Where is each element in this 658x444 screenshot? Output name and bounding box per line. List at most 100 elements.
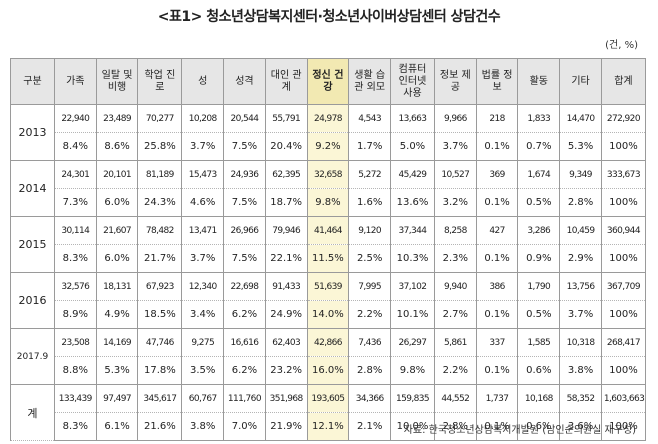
percent-cell: 0.6% — [517, 356, 561, 385]
count-cell: 26,966 — [223, 216, 266, 245]
count-cell: 42,866 — [306, 328, 350, 357]
count-cell: 30,114 — [53, 216, 97, 245]
percent-cell: 20.4% — [264, 132, 308, 161]
count-cell: 9,120 — [348, 216, 392, 245]
count-cell: 133,439 — [53, 384, 97, 413]
percent-cell: 25.8% — [137, 132, 183, 161]
column-header: 일탈 및 비행 — [95, 58, 139, 105]
column-header: 정보 제공 — [433, 58, 477, 105]
count-cell: 37,344 — [390, 216, 435, 245]
percent-cell: 12.1% — [306, 412, 350, 441]
count-cell: 9,349 — [559, 160, 602, 189]
count-cell: 23,489 — [95, 104, 139, 133]
count-cell: 10,168 — [517, 384, 561, 413]
count-cell: 9,275 — [181, 328, 225, 357]
row-year-label: 2013 — [10, 104, 55, 161]
percent-cell: 0.1% — [475, 132, 519, 161]
percent-cell: 10.1% — [390, 300, 435, 329]
percent-cell: 7.3% — [53, 188, 97, 217]
count-cell: 13,663 — [390, 104, 435, 133]
percent-cell: 8.8% — [53, 356, 97, 385]
percent-cell: 0.1% — [475, 412, 519, 441]
count-cell: 78,482 — [137, 216, 183, 245]
percent-cell: 100% — [600, 412, 647, 441]
table-row-counts: 2013 22,940 23,489 70,277 10,208 20,544 55,791… — [10, 104, 647, 161]
percent-cell: 22.1% — [264, 244, 308, 273]
percent-cell: 100% — [600, 132, 647, 161]
percent-cell: 0.9% — [517, 244, 561, 273]
count-cell: 351,968 — [264, 384, 308, 413]
count-cell: 1,790 — [517, 272, 561, 301]
count-cell: 32,658 — [306, 160, 350, 189]
count-cell: 20,544 — [223, 104, 266, 133]
header-row: 구분 가족 일탈 및 비행 학업 진로 성 성격 대인 관계 정신 건강 생활 습관 외모 컴퓨터… — [10, 58, 647, 105]
percent-cell: 10.3% — [390, 244, 435, 273]
table-row-percents: 7.3% 6.0% 24.3% 4.6% 7.5% 18.7% 9.8% 1.6% 13.6% 3… — [11, 188, 647, 217]
percent-cell: 0.1% — [475, 300, 519, 329]
count-cell: 20,101 — [95, 160, 139, 189]
percent-cell: 6.1% — [95, 412, 139, 441]
percent-cell: 3.4% — [181, 300, 225, 329]
percent-cell: 5.0% — [390, 132, 435, 161]
percent-cell: 3.8% — [559, 356, 602, 385]
count-cell: 24,936 — [223, 160, 266, 189]
column-header: 법률 정보 — [475, 58, 519, 105]
count-cell: 22,698 — [223, 272, 266, 301]
count-cell: 37,102 — [390, 272, 435, 301]
percent-cell: 24.9% — [264, 300, 308, 329]
percent-cell: 8.4% — [53, 132, 97, 161]
column-header: 정신 건강 — [306, 58, 350, 105]
percent-cell: 17.8% — [137, 356, 183, 385]
count-cell: 369 — [475, 160, 519, 189]
count-cell: 14,169 — [95, 328, 139, 357]
percent-cell: 4.9% — [95, 300, 139, 329]
percent-cell: 1.7% — [348, 132, 392, 161]
count-cell: 111,760 — [223, 384, 266, 413]
percent-cell: 100% — [600, 356, 647, 385]
table-row-percents: 8.3% 6.1% 21.6% 3.8% 7.0% 21.9% 12.1% 2.1% 10.0%… — [11, 412, 647, 441]
count-cell: 62,403 — [264, 328, 308, 357]
count-cell: 23,508 — [53, 328, 97, 357]
row-year-label: 2016 — [10, 272, 55, 329]
column-header: 컴퓨터 인터넷 사용 — [390, 58, 435, 105]
percent-cell: 8.9% — [53, 300, 97, 329]
count-cell: 3,286 — [517, 216, 561, 245]
count-cell: 55,791 — [264, 104, 308, 133]
count-cell: 32,576 — [53, 272, 97, 301]
count-cell: 7,436 — [348, 328, 392, 357]
percent-cell: 7.0% — [223, 412, 266, 441]
table-row-percents: 8.8% 5.3% 17.8% 3.5% 6.2% 23.2% 16.0% 2.8% 9.8% 2… — [11, 356, 647, 385]
count-cell: 159,835 — [390, 384, 435, 413]
percent-cell: 3.7% — [559, 300, 602, 329]
percent-cell: 0.6% — [517, 412, 561, 441]
table-title: <표1> 청소년상담복지센터·청소년사이버상담센터 상담건수 — [157, 9, 501, 25]
count-cell: 62,395 — [264, 160, 308, 189]
percent-cell: 100% — [600, 300, 647, 329]
count-cell: 15,473 — [181, 160, 225, 189]
table-row-percents: 8.9% 4.9% 18.5% 3.4% 6.2% 24.9% 14.0% 2.2% 10.1%… — [11, 300, 647, 329]
count-cell: 24,301 — [53, 160, 97, 189]
percent-cell: 21.7% — [137, 244, 183, 273]
percent-cell: 9.8% — [306, 188, 350, 217]
count-cell: 26,297 — [390, 328, 435, 357]
percent-cell: 24.3% — [137, 188, 183, 217]
count-cell: 58,352 — [559, 384, 602, 413]
count-cell: 81,189 — [137, 160, 183, 189]
count-cell: 47,746 — [137, 328, 183, 357]
row-year-label: 2015 — [10, 216, 55, 273]
header-category: 구분 — [10, 58, 55, 105]
count-cell: 45,429 — [390, 160, 435, 189]
percent-cell: 100% — [600, 244, 647, 273]
count-cell: 1,737 — [475, 384, 519, 413]
count-cell: 14,470 — [559, 104, 602, 133]
unit-label: (건, %) — [605, 40, 638, 51]
percent-cell: 5.3% — [559, 132, 602, 161]
column-header: 활동 — [517, 58, 561, 105]
percent-cell: 9.8% — [390, 356, 435, 385]
count-cell: 333,673 — [600, 160, 647, 189]
count-cell: 5,272 — [348, 160, 392, 189]
row-year-label: 계 — [10, 384, 55, 441]
count-cell: 7,995 — [348, 272, 392, 301]
percent-cell: 8.6% — [95, 132, 139, 161]
percent-cell: 16.0% — [306, 356, 350, 385]
